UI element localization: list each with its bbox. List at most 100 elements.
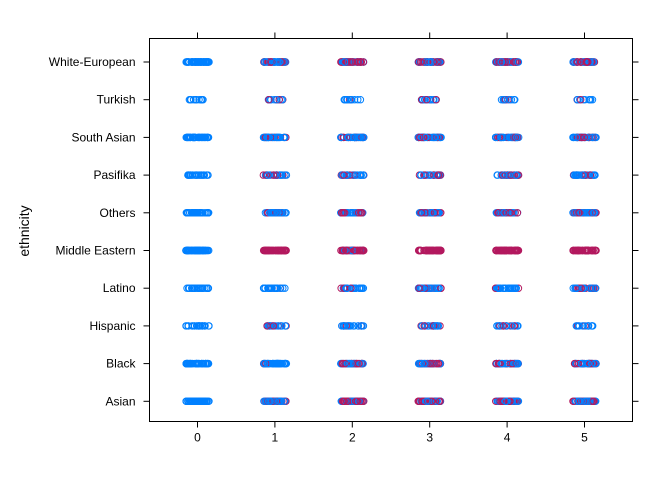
data-point xyxy=(201,359,210,368)
data-point xyxy=(424,284,433,292)
data-point xyxy=(577,96,585,104)
data-point xyxy=(505,171,513,179)
data-point xyxy=(273,133,282,142)
data-point xyxy=(588,133,597,142)
data-point xyxy=(586,359,594,368)
data-point xyxy=(577,284,585,292)
data-point xyxy=(415,209,424,217)
data-point xyxy=(436,133,445,142)
data-point xyxy=(587,246,596,255)
data-point xyxy=(183,284,191,292)
data-point xyxy=(197,246,206,255)
y-tick-label-5: Others xyxy=(99,206,135,220)
data-point xyxy=(271,397,280,405)
data-point xyxy=(187,246,196,255)
data-point xyxy=(276,246,284,255)
data-point xyxy=(343,246,351,255)
data-point xyxy=(352,171,360,179)
data-point xyxy=(195,171,203,179)
data-point xyxy=(497,58,506,66)
data-point xyxy=(339,397,347,405)
data-point xyxy=(340,171,348,179)
x-tick-label-3: 3 xyxy=(426,431,433,445)
data-point xyxy=(197,397,205,405)
data-point xyxy=(358,284,366,292)
data-point xyxy=(509,209,517,217)
data-point xyxy=(190,284,198,292)
x-tick-label-0: 0 xyxy=(194,431,201,445)
data-point xyxy=(357,322,366,330)
data-point xyxy=(423,397,431,405)
data-point xyxy=(426,359,434,368)
data-point xyxy=(500,209,508,217)
data-point xyxy=(427,284,436,292)
data-point xyxy=(427,171,435,179)
data-point xyxy=(432,96,440,104)
data-point xyxy=(274,322,282,330)
data-point xyxy=(586,284,594,292)
data-point xyxy=(200,322,209,330)
data-point xyxy=(513,209,522,217)
data-point xyxy=(196,133,204,142)
data-point xyxy=(347,359,355,368)
data-point xyxy=(204,171,212,179)
data-point xyxy=(189,209,197,217)
data-point xyxy=(268,284,276,292)
data-point xyxy=(262,58,270,66)
data-point xyxy=(200,133,208,142)
x-tick-label-1: 1 xyxy=(272,431,279,445)
data-point xyxy=(269,209,278,217)
data-point xyxy=(356,397,364,405)
y-tick-label-8: Turkish xyxy=(97,93,136,107)
data-point xyxy=(190,133,199,142)
data-point xyxy=(267,209,275,217)
data-point xyxy=(492,397,500,405)
data-point xyxy=(347,284,355,292)
data-point xyxy=(271,359,280,368)
data-point xyxy=(494,284,503,292)
data-point xyxy=(273,96,281,104)
data-point xyxy=(187,359,195,368)
data-point xyxy=(269,133,278,142)
data-point xyxy=(259,171,268,179)
data-point xyxy=(419,397,427,405)
data-point xyxy=(278,171,286,179)
data-point xyxy=(431,322,440,330)
data-point xyxy=(583,58,592,66)
data-point xyxy=(431,133,439,142)
data-point xyxy=(354,58,363,66)
data-point xyxy=(505,96,514,104)
data-point xyxy=(511,96,519,104)
data-point xyxy=(578,246,587,255)
data-point xyxy=(343,284,351,292)
data-point xyxy=(575,209,583,217)
y-axis-title: ethnicity xyxy=(16,205,32,256)
data-point xyxy=(414,58,423,66)
data-point xyxy=(499,133,508,142)
data-point xyxy=(183,246,192,255)
data-point xyxy=(514,58,523,66)
data-point xyxy=(420,322,428,330)
data-point xyxy=(575,322,583,330)
data-point xyxy=(433,246,441,255)
data-point xyxy=(354,322,363,330)
data-point xyxy=(199,96,207,104)
data-point xyxy=(193,246,202,255)
data-point xyxy=(423,246,431,255)
data-point xyxy=(420,246,428,255)
data-point xyxy=(573,58,582,66)
data-point xyxy=(499,322,507,330)
data-point xyxy=(195,96,203,104)
data-point xyxy=(572,284,581,292)
data-point xyxy=(273,284,281,292)
data-point xyxy=(341,58,349,66)
data-point xyxy=(281,284,289,292)
data-point xyxy=(500,96,508,104)
data-point xyxy=(203,246,211,255)
data-point xyxy=(513,133,521,142)
data-point xyxy=(495,246,503,255)
data-point xyxy=(436,397,444,405)
y-tick-label-9: White-European xyxy=(49,55,136,69)
data-point xyxy=(349,58,357,66)
data-point xyxy=(263,322,271,330)
